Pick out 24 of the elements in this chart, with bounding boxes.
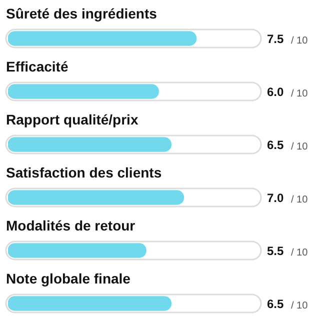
y-tick-label: Note globale finale	[6, 270, 131, 286]
bar	[8, 190, 184, 205]
y-tick-label: Efficacité	[6, 58, 68, 74]
y-tick-label: Rapport qualité/prix	[6, 111, 138, 128]
text: / 10	[291, 194, 308, 206]
bar	[8, 31, 197, 46]
y-tick-label: Modalités de retour	[6, 217, 136, 234]
data-label: 5.5	[267, 244, 284, 258]
text: / 10	[291, 247, 308, 258]
text: / 10	[291, 35, 308, 46]
bar	[8, 84, 159, 99]
bar	[8, 243, 146, 258]
data-label: 6.0	[267, 84, 284, 99]
text: / 10	[291, 300, 308, 312]
data-label: 7.5	[267, 32, 284, 46]
bar	[8, 137, 172, 152]
y-tick-label: Satisfaction des clients	[6, 164, 162, 180]
text: / 10	[291, 141, 308, 152]
data-label: 7.0	[267, 190, 284, 205]
text: / 10	[291, 88, 308, 100]
data-label: 6.5	[267, 138, 284, 152]
bar	[8, 296, 172, 311]
data-label: 6.5	[267, 296, 284, 311]
y-tick-label: Sûreté des ingrédients	[6, 5, 158, 22]
